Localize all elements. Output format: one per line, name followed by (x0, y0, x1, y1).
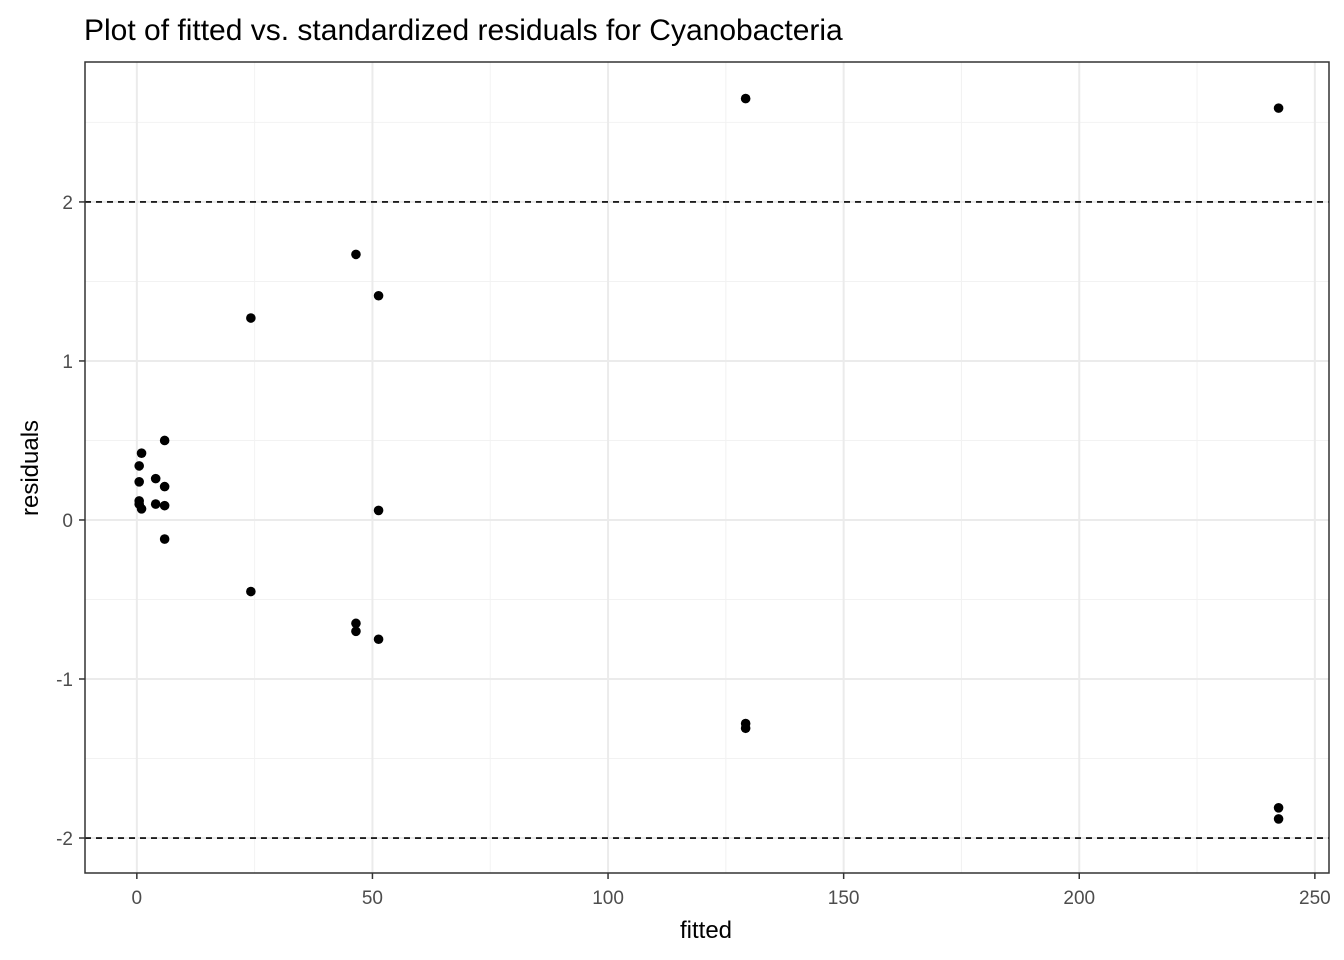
y-axis-title: residuals (17, 420, 44, 516)
data-point (740, 723, 751, 734)
data-point (1273, 814, 1284, 824)
data-point (373, 290, 384, 301)
data-point (159, 435, 170, 446)
data-point (740, 93, 751, 104)
y-tick-label: 0 (62, 511, 73, 532)
panel-background (85, 62, 1329, 873)
chart-title: Plot of fitted vs. standardized residual… (84, 14, 843, 47)
x-axis-ticks: 0 50 100 150 200 250 (132, 873, 1331, 909)
x-tick-label: 200 (1063, 888, 1095, 909)
data-point (373, 634, 384, 645)
y-axis-ticks: -2 -1 0 1 2 (56, 193, 85, 850)
panel-border (84, 61, 1330, 874)
plot-panel (84, 61, 1330, 874)
x-tick-label: 50 (362, 888, 383, 909)
y-tick-label: -2 (56, 829, 73, 850)
x-tick-label: 0 (132, 888, 143, 909)
data-point (373, 505, 384, 516)
x-tick-label: 150 (828, 888, 860, 909)
data-point (246, 586, 256, 597)
y-tick-label: 2 (62, 193, 73, 214)
data-point (159, 481, 170, 492)
data-point (351, 626, 361, 637)
y-tick-label: 1 (62, 352, 73, 373)
data-point (246, 313, 256, 323)
data-point (159, 534, 170, 544)
x-tick-label: 250 (1299, 888, 1331, 909)
x-axis-title: fitted (680, 917, 732, 944)
data-point (134, 461, 144, 471)
data-point (150, 499, 161, 509)
data-point (150, 473, 161, 484)
data-point (134, 477, 144, 487)
y-tick-label: -1 (56, 670, 73, 691)
data-point (159, 500, 170, 511)
data-point (351, 249, 361, 260)
data-point (1273, 803, 1284, 813)
data-point (136, 448, 147, 458)
data-point (351, 618, 361, 629)
data-point (136, 504, 147, 514)
data-point (1273, 103, 1284, 113)
x-tick-label: 100 (592, 888, 624, 909)
